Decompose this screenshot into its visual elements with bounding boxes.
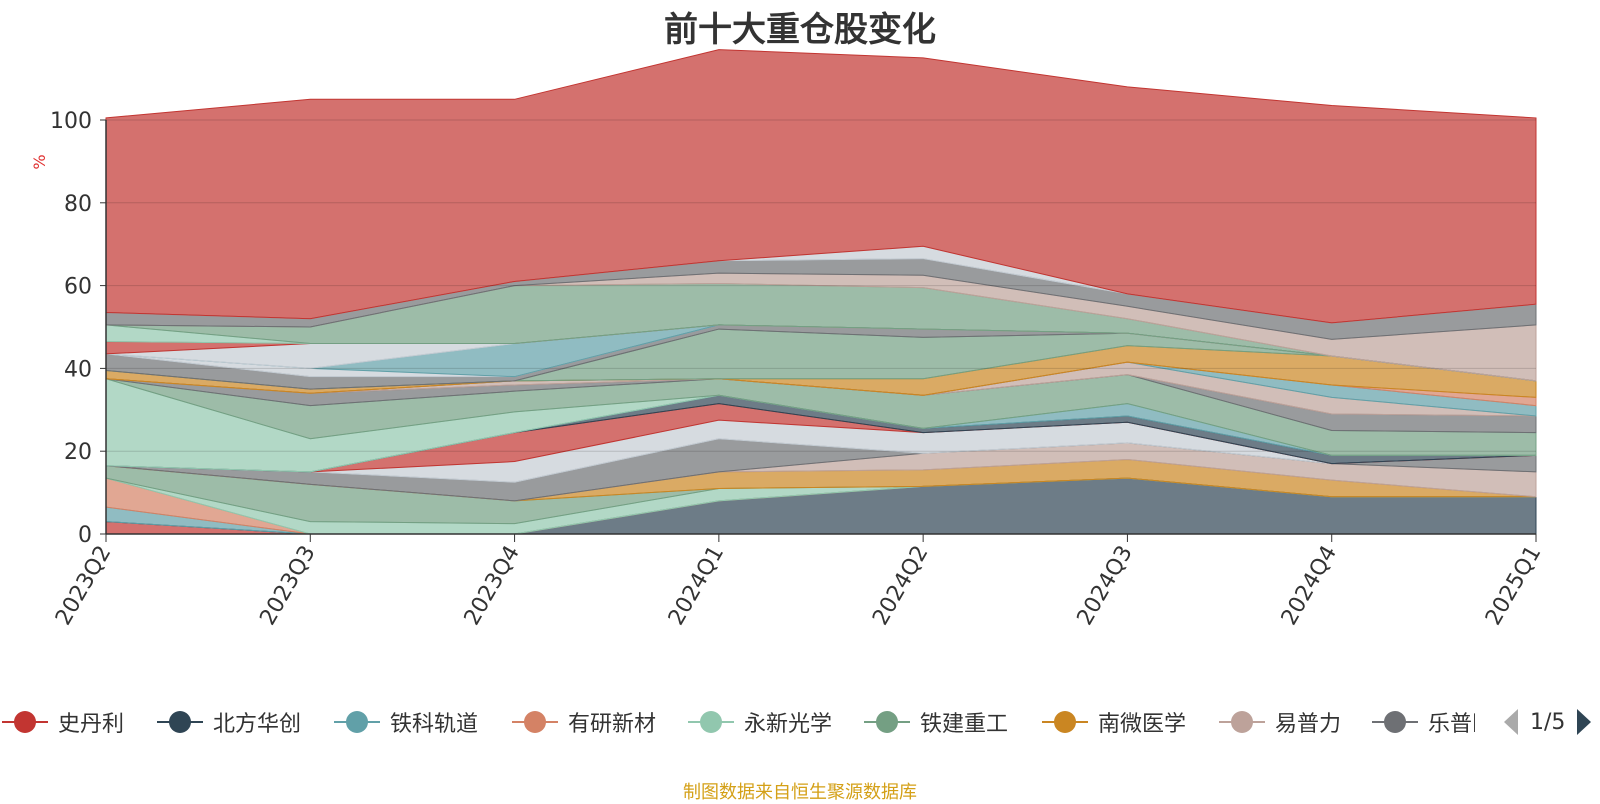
- legend-item-2[interactable]: 铁科轨道: [332, 700, 478, 744]
- legend-item-3[interactable]: 有研新材: [510, 700, 656, 744]
- legend-marker-icon: [157, 711, 203, 733]
- chart-title: 前十大重仓股变化: [664, 10, 936, 50]
- legend-label: 铁科轨道: [390, 712, 479, 737]
- legend-pager: 1/5: [1500, 700, 1595, 744]
- legend-label: 有研新材: [568, 712, 657, 737]
- legend-label: 铁建重工: [920, 712, 1009, 737]
- y-tick-label-4: 80: [64, 192, 92, 217]
- area-series-31: [105, 49, 1537, 324]
- y-tick-label-5: 100: [50, 109, 92, 134]
- legend-item-0[interactable]: 史丹利: [0, 700, 124, 744]
- legend-label: 南微医学: [1098, 712, 1187, 737]
- area-chart: 0 20 40 60 80 100 2023Q2 2023Q3 2023Q4 2024Q1 2024…: [30, 49, 1546, 630]
- legend-marker-icon: [1042, 711, 1088, 733]
- legend-item-8[interactable]: 乐普医疗: [1370, 700, 1475, 744]
- x-tick-label-3: 2024Q1: [664, 542, 729, 630]
- legend-marker-icon: [2, 711, 48, 733]
- legend-label: 易普力: [1275, 712, 1342, 737]
- legend-marker-icon: [688, 711, 734, 733]
- x-tick-label-1: 2023Q3: [255, 542, 320, 630]
- y-tick-label-2: 40: [64, 357, 92, 382]
- legend-items: 史丹利 北方华创 铁科轨道 有研新材 永新光学 铁建重工 南微医学 易普力 乐普医疗: [0, 700, 1475, 744]
- legend-label: 乐普医疗: [1428, 712, 1475, 737]
- legend-marker-icon: [864, 711, 910, 733]
- legend-marker-icon: [1372, 711, 1418, 733]
- y-tick-label-3: 60: [64, 275, 92, 300]
- y-tick-label-1: 20: [64, 440, 92, 465]
- y-axis-unit-label: %: [30, 154, 49, 169]
- source-note: 制图数据来自恒生聚源数据库: [683, 782, 917, 803]
- legend-item-5[interactable]: 铁建重工: [862, 700, 1008, 744]
- area-series-group: [105, 49, 1537, 535]
- legend-marker-icon: [1219, 711, 1265, 733]
- x-tick-label-2: 2023Q4: [460, 542, 525, 630]
- legend-marker-icon: [512, 711, 558, 733]
- legend: 史丹利 北方华创 铁科轨道 有研新材 永新光学 铁建重工 南微医学 易普力 乐普医疗 1/5: [0, 700, 1600, 744]
- legend-item-7[interactable]: 易普力: [1217, 700, 1341, 744]
- legend-item-6[interactable]: 南微医学: [1040, 700, 1186, 744]
- legend-item-1[interactable]: 北方华创: [155, 700, 301, 744]
- x-tick-label-4: 2024Q2: [868, 542, 933, 630]
- x-tick-label-5: 2024Q3: [1073, 542, 1138, 630]
- x-tick-label-7: 2025Q1: [1481, 542, 1546, 630]
- legend-page-indicator: 1/5: [1530, 709, 1566, 735]
- x-tick-label-0: 2023Q2: [51, 542, 116, 630]
- legend-label: 北方华创: [213, 712, 302, 737]
- legend-marker-icon: [334, 711, 380, 733]
- legend-label: 永新光学: [744, 712, 833, 737]
- gridlines: [106, 119, 1536, 452]
- y-tick-label-0: 0: [78, 523, 92, 548]
- legend-label: 史丹利: [58, 712, 125, 737]
- x-tick-label-6: 2024Q4: [1277, 542, 1342, 630]
- legend-next-page-icon[interactable]: [1573, 707, 1595, 737]
- legend-prev-page-icon[interactable]: [1500, 707, 1522, 737]
- legend-item-4[interactable]: 永新光学: [686, 700, 832, 744]
